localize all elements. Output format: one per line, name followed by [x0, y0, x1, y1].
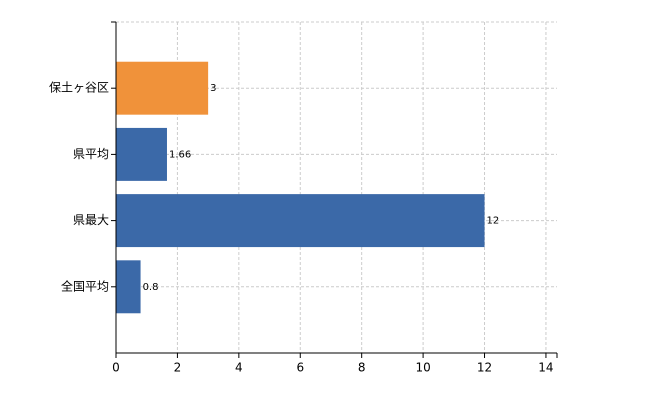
- x-tick-label: 10: [415, 361, 430, 375]
- bar: [116, 127, 167, 181]
- value-label: 1.66: [169, 149, 191, 160]
- value-label: 3: [210, 83, 216, 94]
- x-tick-label: 0: [112, 361, 120, 375]
- x-tick-label: 12: [477, 361, 492, 375]
- y-tick-label: 県平均: [73, 147, 109, 161]
- x-tick-label: 2: [174, 361, 182, 375]
- y-tick-label: 全国平均: [61, 278, 109, 293]
- bar: [116, 61, 209, 115]
- x-tick-label: 14: [538, 361, 553, 375]
- x-tick-label: 8: [358, 361, 366, 375]
- bar: [116, 194, 485, 248]
- x-tick-label: 6: [296, 361, 304, 375]
- y-tick-label: 県最大: [73, 213, 109, 227]
- bar: [116, 260, 141, 314]
- value-label: 12: [487, 216, 500, 227]
- value-label: 0.8: [143, 282, 159, 293]
- x-tick-label: 4: [235, 361, 243, 375]
- y-tick-label: 保土ヶ谷区: [49, 81, 109, 95]
